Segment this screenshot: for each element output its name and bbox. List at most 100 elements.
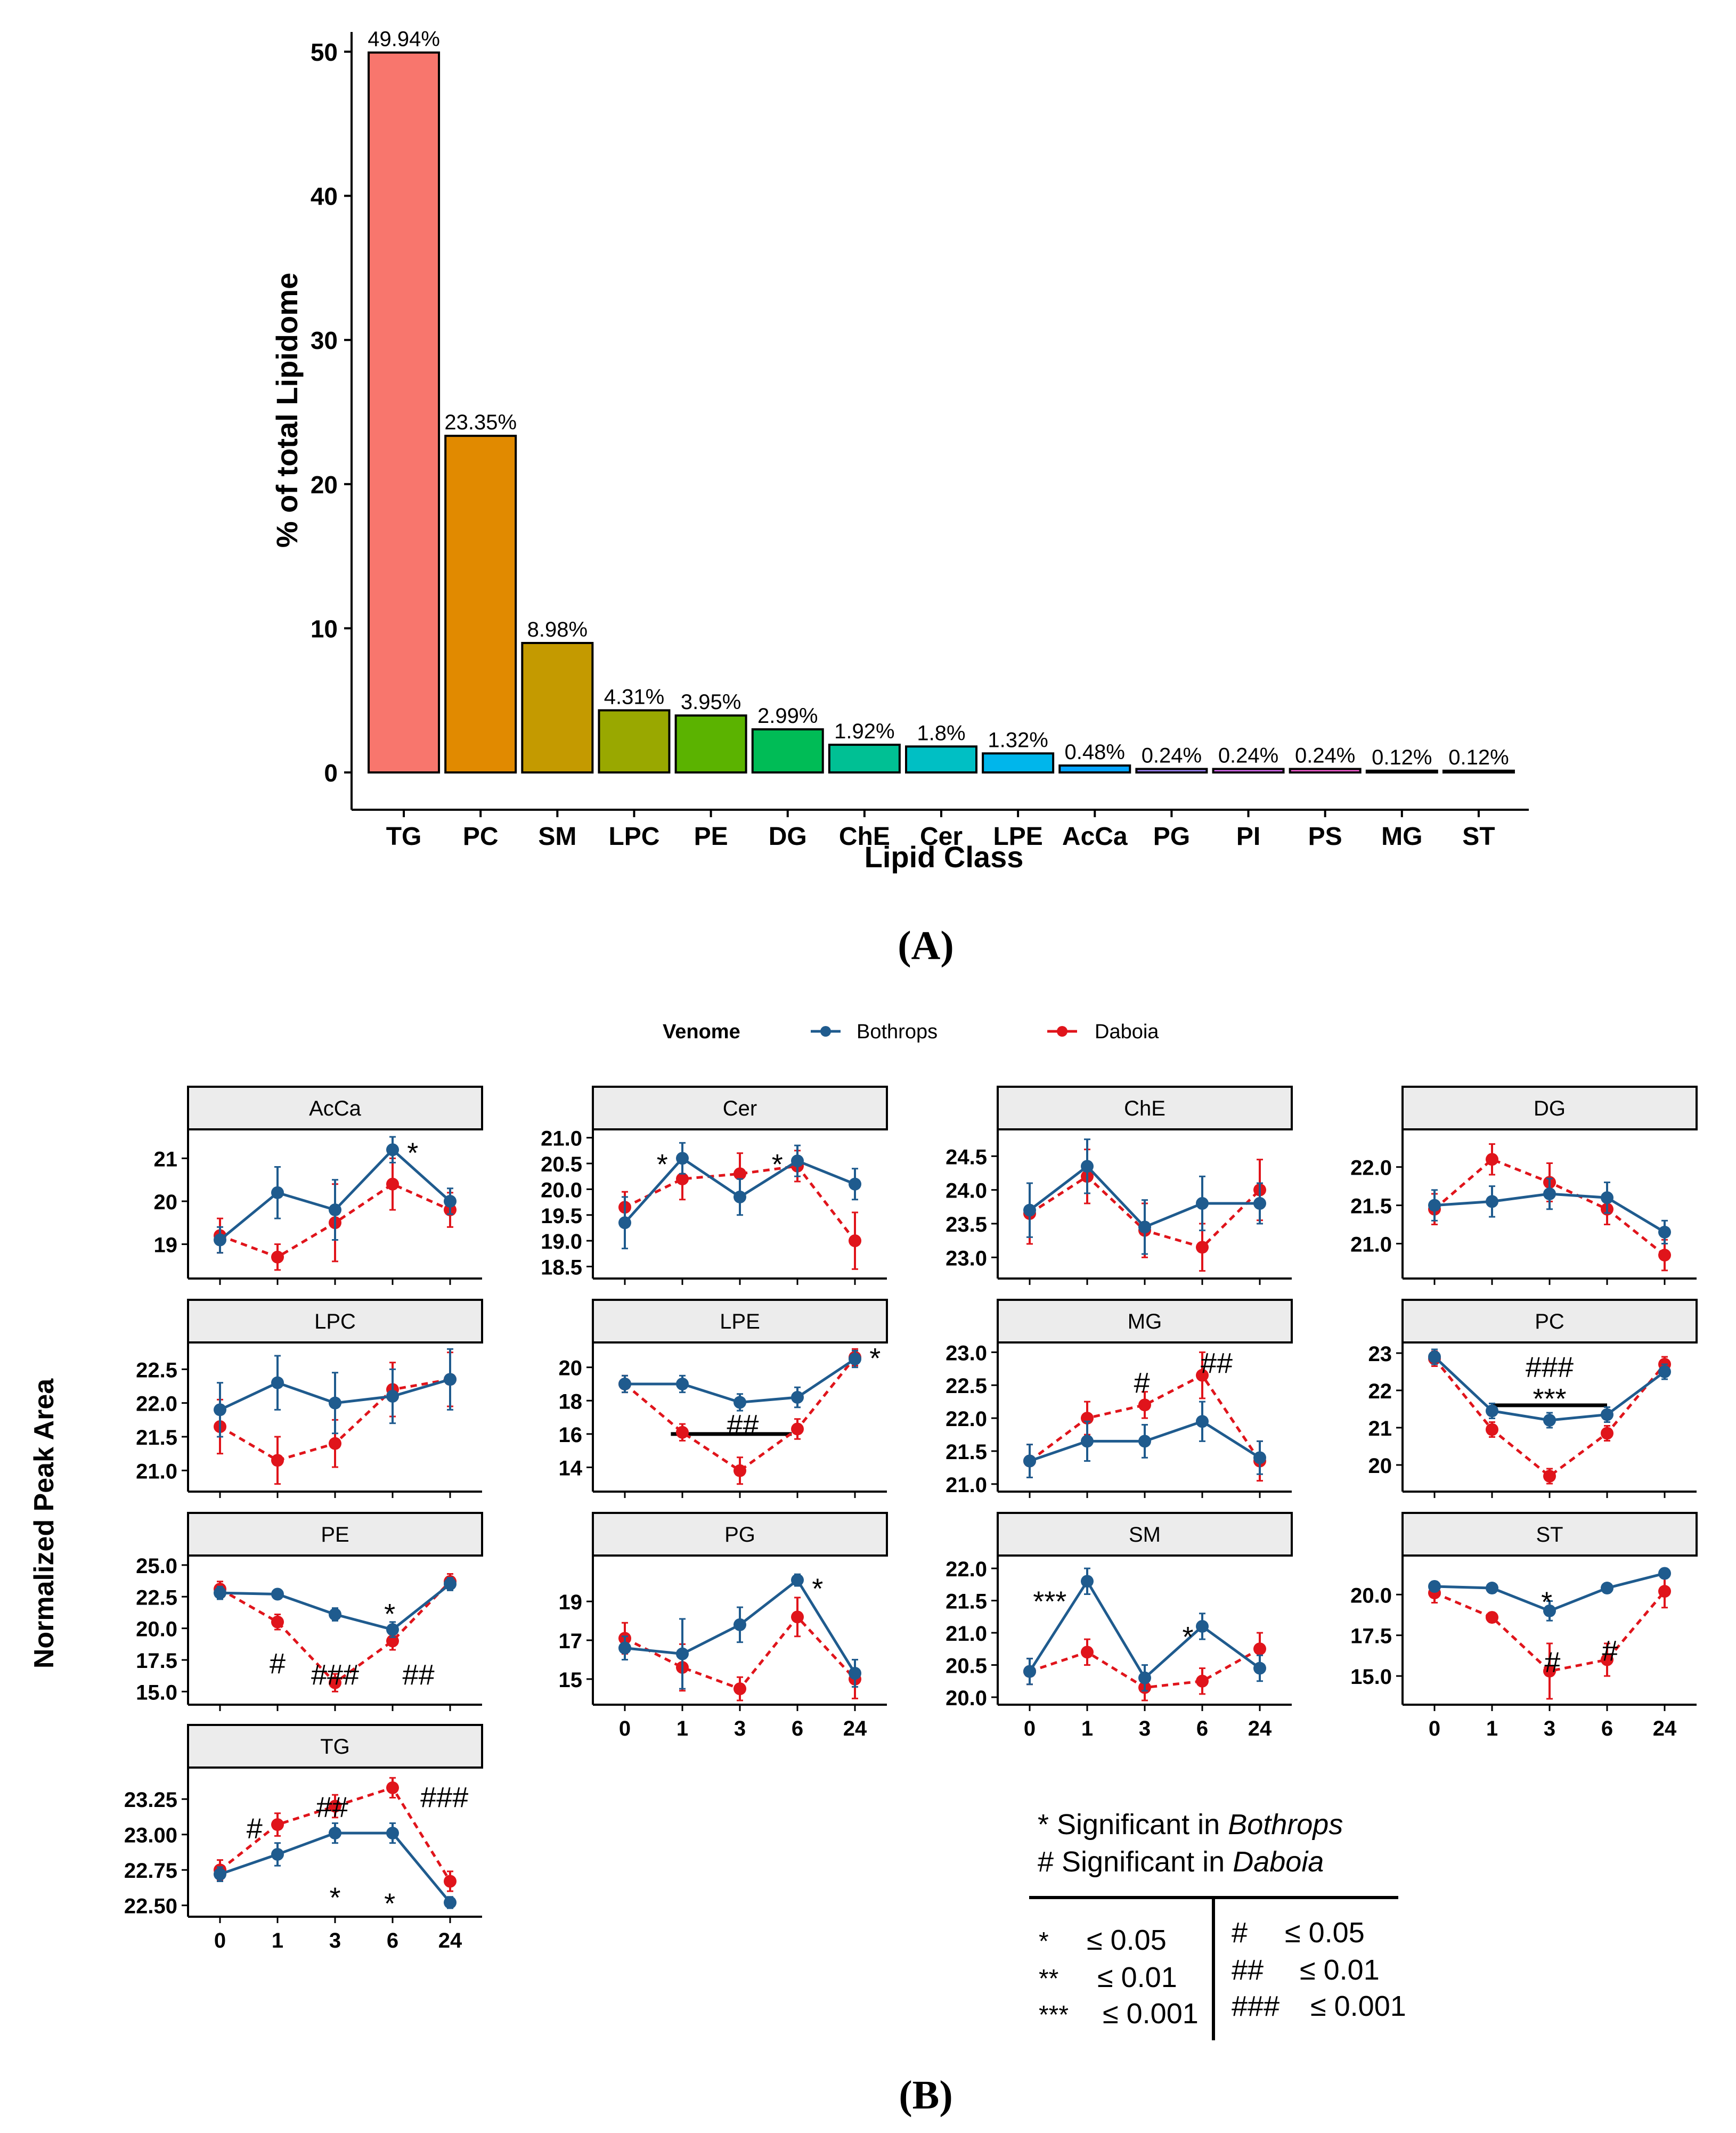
facet-ytick-label: 20.0 bbox=[1350, 1584, 1392, 1607]
legend-daboia-marker bbox=[1057, 1026, 1067, 1037]
bar-value-label-pe: 3.95% bbox=[681, 690, 741, 714]
data-point bbox=[1196, 1197, 1209, 1210]
facet-ytick-label: 17.5 bbox=[136, 1649, 177, 1673]
sig-line-daboia-prefix: # Significant in bbox=[1038, 1846, 1233, 1878]
series-bothrops bbox=[214, 1822, 457, 1909]
significance-mark: ### bbox=[420, 1781, 468, 1813]
data-point bbox=[1601, 1427, 1613, 1440]
data-point bbox=[271, 1615, 284, 1629]
facet-ytick-label: 20 bbox=[1368, 1454, 1392, 1478]
facet-title: DG bbox=[1534, 1097, 1566, 1120]
data-point bbox=[1081, 1575, 1094, 1588]
facet-ytick-label: 20.5 bbox=[946, 1655, 987, 1678]
data-point bbox=[1253, 1197, 1266, 1210]
sig-star-1-symbol: * bbox=[1039, 1927, 1049, 1956]
panel-b-label: (B) bbox=[899, 2073, 952, 2118]
series-line bbox=[219, 1583, 451, 1631]
data-point bbox=[1081, 1435, 1094, 1448]
facet-ytick-label: 25.0 bbox=[136, 1554, 177, 1578]
data-point bbox=[1138, 1435, 1151, 1448]
data-point bbox=[676, 1173, 689, 1186]
legend-bothrops-marker bbox=[820, 1026, 831, 1037]
facet-strip bbox=[592, 1512, 888, 1557]
series-bothrops bbox=[618, 1349, 861, 1412]
facet-xtick-label: 1 bbox=[1081, 1717, 1093, 1740]
data-point bbox=[1486, 1582, 1498, 1595]
facet-ytick-label: 20.0 bbox=[541, 1178, 582, 1202]
significance-mark: # bbox=[247, 1812, 263, 1844]
facet-ytick-label: 21.5 bbox=[136, 1426, 177, 1450]
data-point bbox=[386, 1781, 399, 1794]
facet-ytick-label: 23.0 bbox=[946, 1247, 987, 1270]
data-point bbox=[1486, 1153, 1498, 1166]
significance-mark: * bbox=[407, 1137, 418, 1169]
data-point bbox=[214, 1233, 226, 1247]
data-point bbox=[1486, 1611, 1498, 1624]
series-line bbox=[1434, 1590, 1666, 1673]
data-point bbox=[791, 1610, 804, 1624]
data-point bbox=[1081, 1646, 1094, 1659]
data-point bbox=[618, 1377, 631, 1390]
significance-mark: * bbox=[329, 1882, 340, 1914]
series-bothrops bbox=[1023, 1567, 1266, 1692]
data-point bbox=[1023, 1454, 1036, 1468]
legend: Venome Bothrops Daboia bbox=[663, 1021, 1159, 1043]
significance-mark: * bbox=[812, 1573, 823, 1605]
sig-hash-1-symbol: # bbox=[1232, 1917, 1248, 1949]
facet-ytick-label: 21.5 bbox=[946, 1590, 987, 1614]
bar-value-label-dg: 2.99% bbox=[757, 704, 818, 728]
data-point bbox=[1196, 1619, 1209, 1633]
facet-ytick-label: 22.5 bbox=[136, 1358, 177, 1382]
panel-a-ytick-label: 20 bbox=[311, 471, 338, 499]
data-point bbox=[676, 1377, 689, 1390]
data-point bbox=[1543, 1470, 1556, 1483]
facet-strip bbox=[1401, 1512, 1698, 1557]
facet-ytick-label: 14 bbox=[559, 1456, 583, 1480]
facet-strip bbox=[187, 1724, 483, 1769]
facet-ytick-label: 20.0 bbox=[946, 1687, 987, 1710]
data-point bbox=[329, 1827, 341, 1840]
data-point bbox=[444, 1577, 457, 1591]
data-point bbox=[1196, 1415, 1209, 1428]
data-point bbox=[1253, 1642, 1266, 1656]
facet-title: ChE bbox=[1124, 1097, 1166, 1120]
facet-xtick-label: 1 bbox=[1486, 1717, 1498, 1740]
data-point bbox=[1658, 1225, 1671, 1239]
data-point bbox=[1428, 1580, 1441, 1593]
facet-ytick-label: 21.5 bbox=[946, 1440, 987, 1464]
data-point bbox=[849, 1666, 861, 1680]
sig-star-2-threshold: ≤ 0.01 bbox=[1097, 1961, 1177, 1993]
data-point bbox=[1428, 1350, 1441, 1363]
series-bothrops bbox=[214, 1136, 457, 1254]
facet-ytick-label: 20.5 bbox=[541, 1153, 582, 1176]
facet-title: PE bbox=[321, 1523, 349, 1546]
panel-b-facets: Normalized Peak Area Venome Bothrops Dab… bbox=[29, 1021, 1698, 2118]
data-point bbox=[676, 1152, 689, 1165]
significance-mark: ### bbox=[1526, 1352, 1574, 1383]
facet-xtick-label: 0 bbox=[1429, 1717, 1440, 1740]
facet-ytick-label: 19 bbox=[559, 1591, 583, 1614]
significance-mark: * bbox=[1182, 1621, 1193, 1653]
facet-title: AcCa bbox=[309, 1097, 362, 1120]
data-point bbox=[791, 1154, 804, 1168]
facet-ytick-label: 20 bbox=[559, 1357, 583, 1380]
facet-ytick-label: 21.0 bbox=[946, 1622, 987, 1646]
data-point bbox=[791, 1574, 804, 1587]
data-point bbox=[329, 1608, 341, 1621]
significance-mark: ## bbox=[1201, 1347, 1233, 1379]
facet-strip bbox=[592, 1086, 888, 1130]
data-point bbox=[1658, 1585, 1671, 1598]
data-point bbox=[1601, 1582, 1613, 1595]
data-point bbox=[1543, 1414, 1556, 1427]
facet-strip bbox=[1401, 1299, 1698, 1344]
significance-mark: * bbox=[657, 1149, 668, 1181]
series-line bbox=[624, 1356, 856, 1472]
sig-star-3-symbol: *** bbox=[1039, 2001, 1069, 2029]
facet-lpc: LPC 21.0 21.5 22.0 22.5 bbox=[136, 1299, 483, 1498]
data-point bbox=[386, 1827, 399, 1840]
panel-a-xtick-label-acca: AcCa bbox=[1062, 823, 1128, 851]
facet-xtick-label: 24 bbox=[843, 1717, 867, 1740]
bar-sm bbox=[521, 642, 594, 774]
bar-value-label-ps: 0.24% bbox=[1295, 744, 1355, 768]
